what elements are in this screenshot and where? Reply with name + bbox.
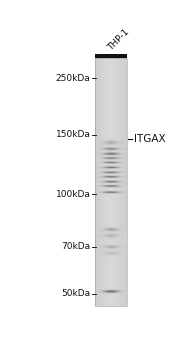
Text: 50kDa: 50kDa [61, 289, 90, 299]
Text: THP-1: THP-1 [106, 28, 131, 53]
Text: ITGAX: ITGAX [134, 134, 165, 144]
Bar [95, 58, 127, 306]
Text: 150kDa: 150kDa [56, 131, 90, 140]
Bar [95, 54, 127, 58]
Text: 100kDa: 100kDa [56, 190, 90, 199]
Text: 70kDa: 70kDa [61, 242, 90, 251]
Text: 250kDa: 250kDa [56, 74, 90, 83]
